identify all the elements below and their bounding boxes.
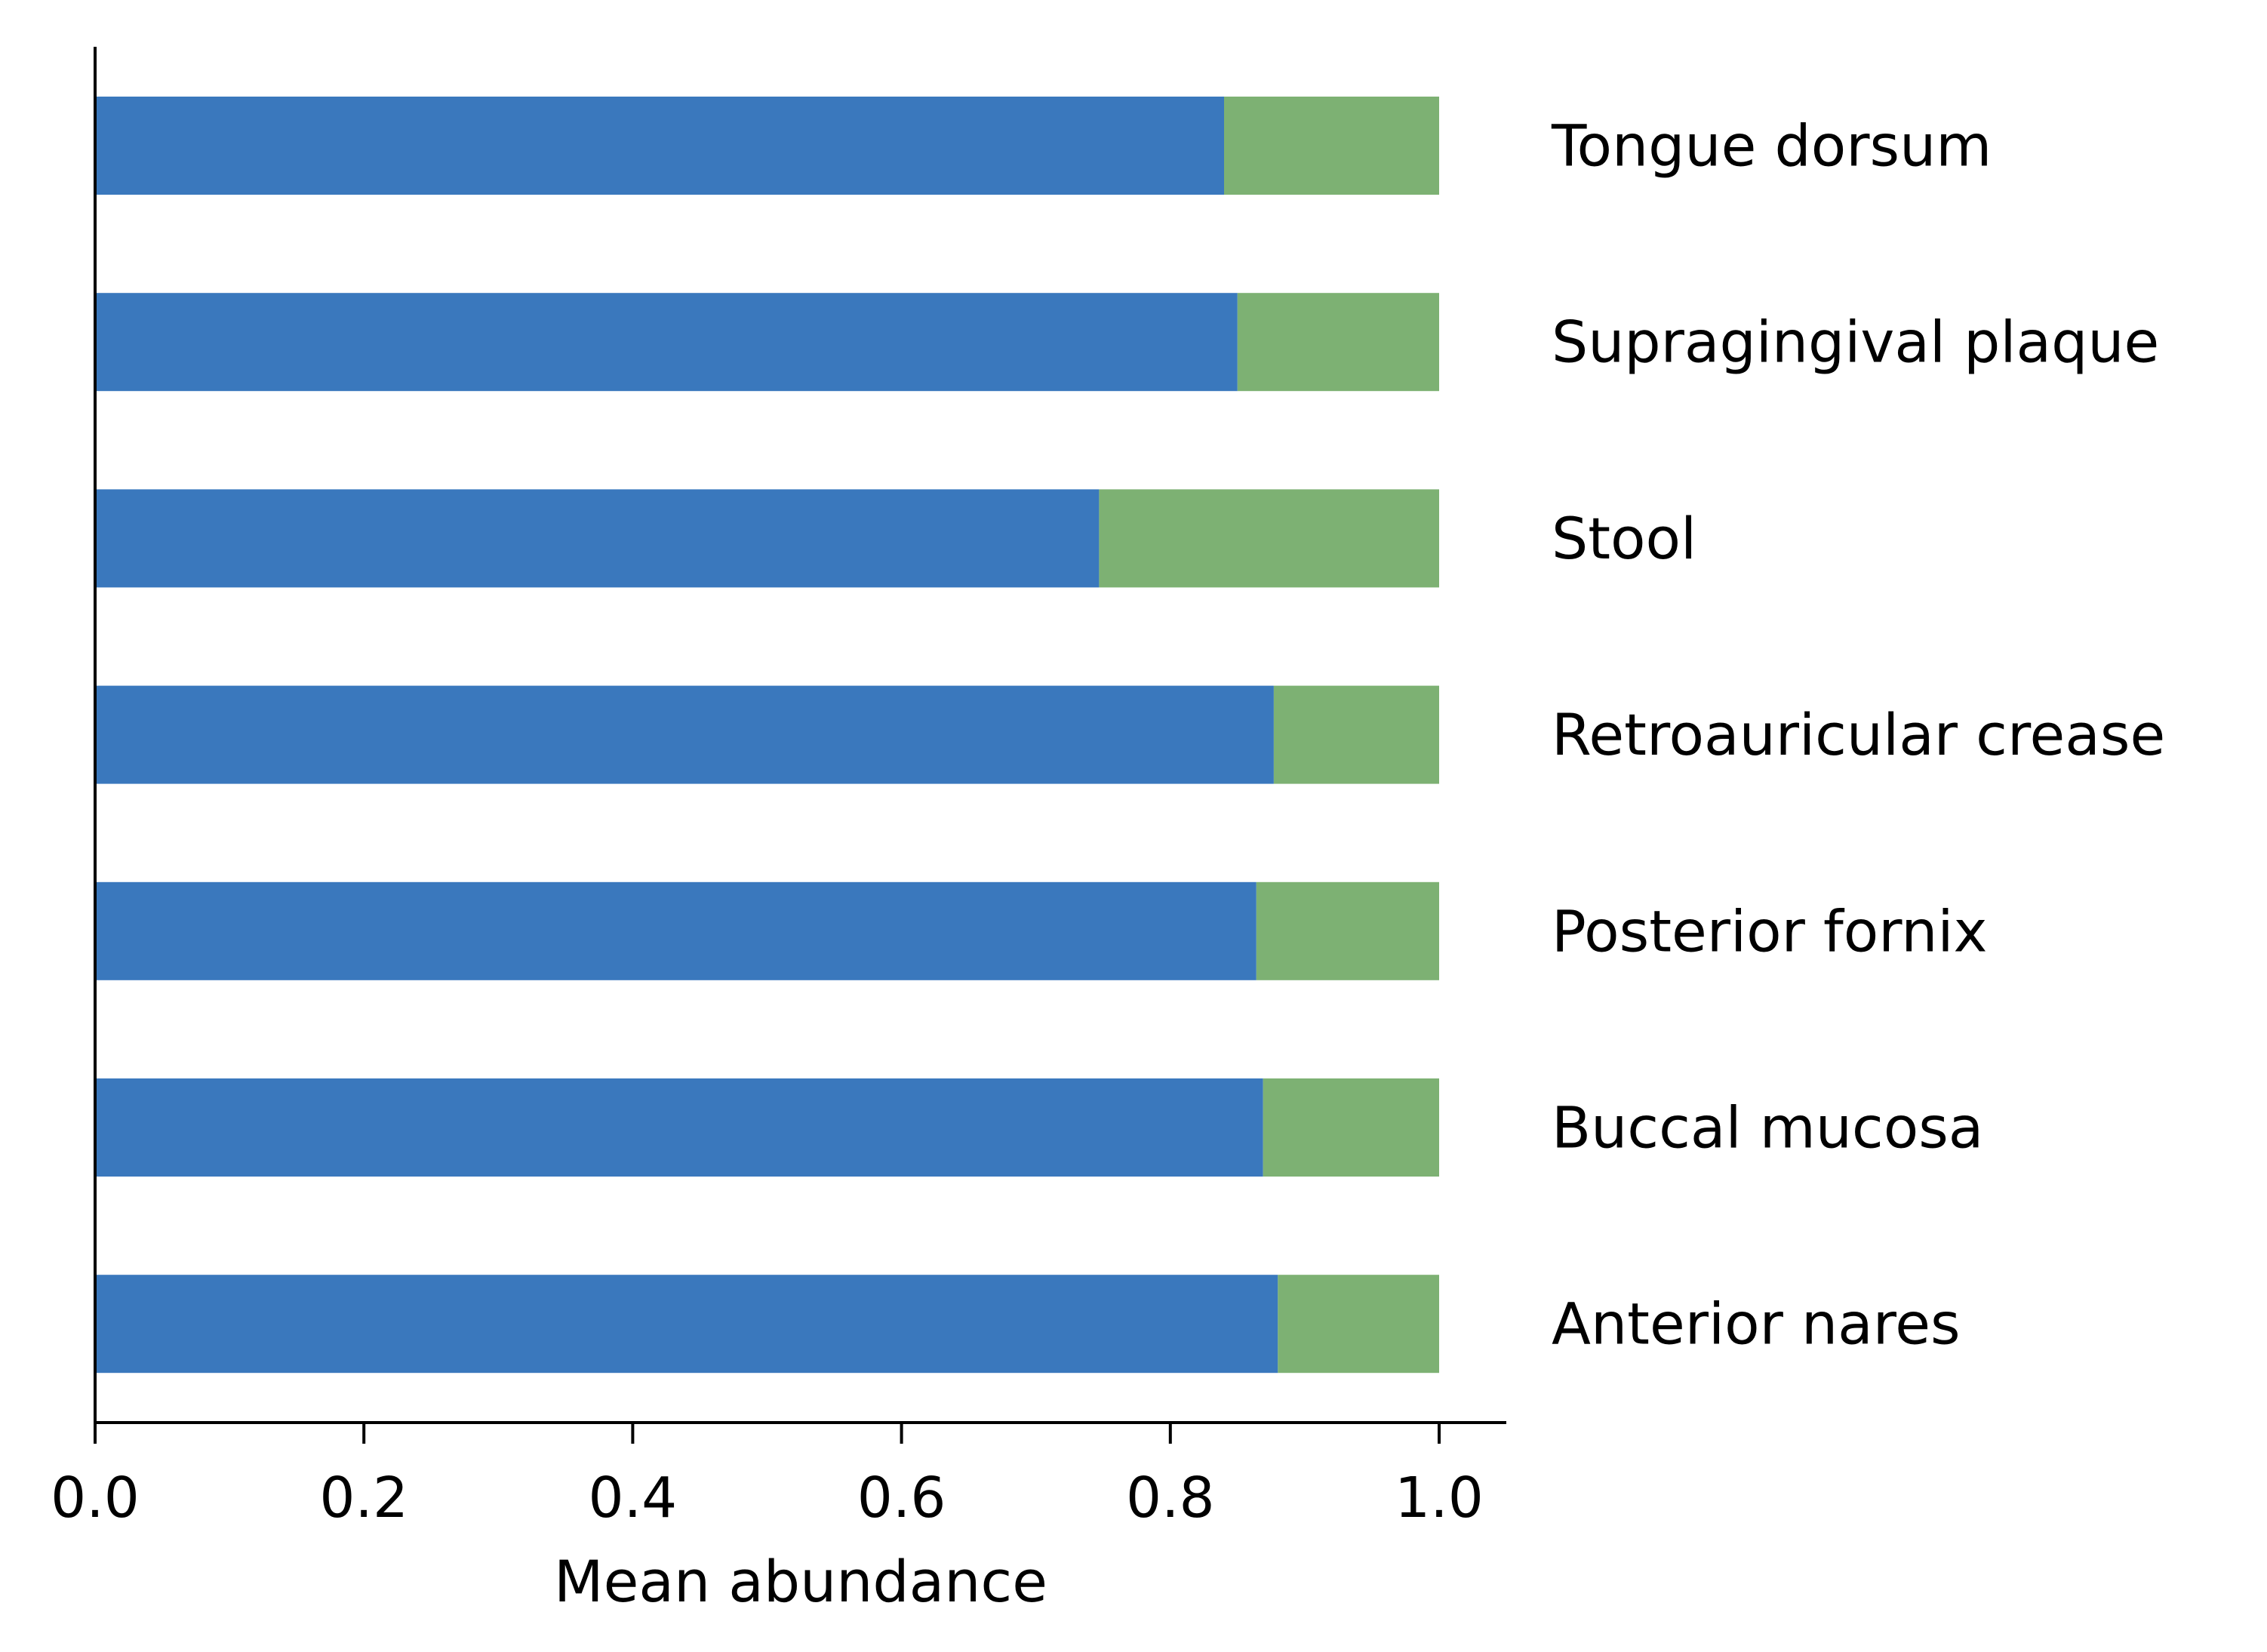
bar-retroauricular-crease-segment-2 — [1273, 685, 1439, 784]
bar-stool-segment-2 — [1099, 489, 1439, 588]
x-ticks-group: 0.0 0.2 0.4 0.6 0.8 1.0 — [51, 1423, 1484, 1530]
category-label-stool: Stool — [1552, 505, 1696, 572]
category-label-buccal-mucosa: Buccal mucosa — [1552, 1094, 1983, 1161]
category-label-posterior-fornix: Posterior fornix — [1552, 897, 1987, 964]
x-tick-label-2: 0.4 — [589, 1466, 678, 1530]
category-label-anterior-nares: Anterior nares — [1552, 1291, 1961, 1358]
bar-supragingival-plaque-segment-2 — [1237, 293, 1439, 392]
bar-anterior-nares-segment-1 — [95, 1275, 1278, 1374]
x-tick-label-4: 0.8 — [1126, 1466, 1215, 1530]
bar-stool-segment-1 — [95, 489, 1100, 588]
bar-supragingival-plaque-segment-1 — [95, 293, 1238, 392]
x-tick-label-0: 0.0 — [51, 1466, 140, 1530]
x-axis-label: Mean abundance — [554, 1548, 1047, 1615]
bar-posterior-fornix-segment-2 — [1256, 881, 1439, 980]
bar-anterior-nares-segment-2 — [1278, 1275, 1439, 1374]
category-label-retroauricular-crease: Retroauricular crease — [1552, 701, 2165, 768]
axes-group — [94, 47, 1506, 1424]
bar-buccal-mucosa-segment-2 — [1263, 1078, 1439, 1177]
category-labels-group: Tongue dorsum Supragingival plaque Stool Re… — [1551, 112, 2165, 1358]
bar-buccal-mucosa-segment-1 — [95, 1078, 1263, 1177]
category-label-tongue-dorsum: Tongue dorsum — [1551, 112, 1992, 180]
bars-group — [95, 97, 1439, 1374]
bar-tongue-dorsum-segment-1 — [95, 97, 1224, 195]
x-tick-label-3: 0.6 — [857, 1466, 946, 1530]
x-tick-label-1: 0.2 — [319, 1466, 408, 1530]
bar-retroauricular-crease-segment-1 — [95, 685, 1274, 784]
category-label-supragingival-plaque: Supragingival plaque — [1552, 309, 2159, 376]
bar-tongue-dorsum-segment-2 — [1224, 97, 1439, 195]
bar-posterior-fornix-segment-1 — [95, 881, 1257, 980]
x-tick-label-5: 1.0 — [1395, 1466, 1484, 1530]
